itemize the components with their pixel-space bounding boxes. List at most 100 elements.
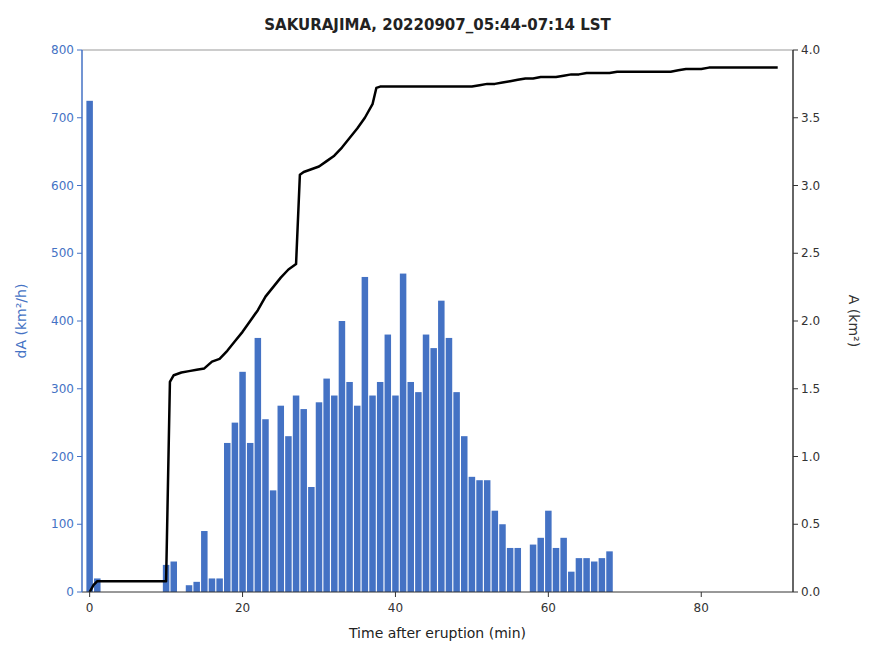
- cumulative-line: [90, 68, 778, 592]
- bar: [438, 301, 444, 592]
- bar: [193, 582, 199, 592]
- y2-tick-label: 0.0: [801, 585, 820, 599]
- y2-tick: [793, 185, 798, 186]
- y2-tick: [793, 388, 798, 389]
- bar: [262, 419, 268, 592]
- bar: [499, 524, 505, 592]
- bar: [484, 480, 490, 592]
- y-tick-label: 200: [51, 450, 74, 464]
- y-tick-label: 0: [66, 585, 74, 599]
- bar: [515, 548, 521, 592]
- y-tick-label: 700: [51, 111, 74, 125]
- plot-area: [86, 68, 777, 592]
- bar: [415, 392, 421, 592]
- bar: [430, 348, 436, 592]
- y2-tick-label: 3.0: [801, 179, 820, 193]
- y-tick: [77, 321, 82, 322]
- bar: [576, 558, 582, 592]
- bar: [323, 379, 329, 592]
- y-tick-label: 800: [51, 43, 74, 57]
- bar: [354, 406, 360, 592]
- bar: [270, 490, 276, 592]
- y2-tick-label: 2.5: [801, 246, 820, 260]
- bar: [591, 562, 597, 592]
- y-axis: 0 100 200 300 400 500 600 700 800: [51, 43, 82, 599]
- y-tick: [77, 117, 82, 118]
- y-tick: [77, 592, 82, 593]
- bar: [545, 511, 551, 592]
- bar: [201, 531, 207, 592]
- x-tick: [395, 592, 396, 597]
- bar: [461, 436, 467, 592]
- bar: [423, 335, 429, 592]
- y-tick: [77, 388, 82, 389]
- bar: [599, 558, 605, 592]
- bar: [553, 548, 559, 592]
- x-tick-label: 40: [388, 601, 403, 615]
- bar: [453, 392, 459, 592]
- x-tick: [548, 592, 549, 597]
- y-axis-label: dA (km²/h): [13, 284, 29, 359]
- y2-tick: [793, 456, 798, 457]
- bar: [407, 382, 413, 592]
- y2-tick-label: 2.0: [801, 314, 820, 328]
- bar: [308, 487, 314, 592]
- y2-tick-label: 4.0: [801, 43, 820, 57]
- y2-tick-label: 1.0: [801, 450, 820, 464]
- bar: [285, 436, 291, 592]
- x-tick-label: 80: [694, 601, 709, 615]
- bar: [278, 406, 284, 592]
- y-tick-label: 400: [51, 314, 74, 328]
- x-axis: 0 20 40 60 80: [86, 592, 709, 615]
- y2-tick: [793, 321, 798, 322]
- bar: [385, 335, 391, 592]
- bar: [346, 382, 352, 592]
- bar: [224, 443, 230, 592]
- x-tick-label: 60: [541, 601, 556, 615]
- bar: [400, 274, 406, 592]
- bar: [216, 578, 222, 592]
- bar: [247, 443, 253, 592]
- y-tick-label: 500: [51, 246, 74, 260]
- chart: 02040608001002003004005006007008000.00.5…: [0, 0, 875, 656]
- y2-tick: [793, 117, 798, 118]
- y2-tick-label: 0.5: [801, 517, 820, 531]
- bar: [507, 548, 513, 592]
- x-tick: [89, 592, 90, 597]
- x-axis-label: Time after eruption (min): [348, 625, 526, 641]
- bar: [530, 545, 536, 592]
- y-tick: [77, 185, 82, 186]
- y2-tick-label: 1.5: [801, 382, 820, 396]
- y2-axis: 0.00.51.01.52.02.53.03.54.0: [793, 43, 820, 599]
- bar: [369, 396, 375, 592]
- bar: [560, 538, 566, 592]
- y2-axis-label: A (km²): [846, 295, 862, 347]
- bar: [568, 572, 574, 592]
- bar: [392, 396, 398, 592]
- top-frame-line: [82, 50, 793, 51]
- bar: [232, 423, 238, 592]
- bar: [170, 562, 176, 592]
- bar: [186, 585, 192, 592]
- bar: [492, 511, 498, 592]
- y2-tick: [793, 253, 798, 254]
- bar: [362, 277, 368, 592]
- bar: [316, 402, 322, 592]
- y-tick-label: 600: [51, 179, 74, 193]
- y-tick-label: 300: [51, 382, 74, 396]
- y-tick-label: 100: [51, 517, 74, 531]
- bars: [86, 101, 612, 592]
- bar: [300, 409, 306, 592]
- bar: [377, 382, 383, 592]
- bar: [476, 480, 482, 592]
- x-tick-label: 0: [86, 601, 94, 615]
- bar: [86, 101, 92, 592]
- frame: [82, 50, 793, 592]
- y2-tick: [793, 50, 798, 51]
- x-axis-line: [82, 592, 793, 593]
- bar: [209, 578, 215, 592]
- bar: [239, 372, 245, 592]
- y-tick: [77, 456, 82, 457]
- x-tick-label: 20: [235, 601, 250, 615]
- bar: [339, 321, 345, 592]
